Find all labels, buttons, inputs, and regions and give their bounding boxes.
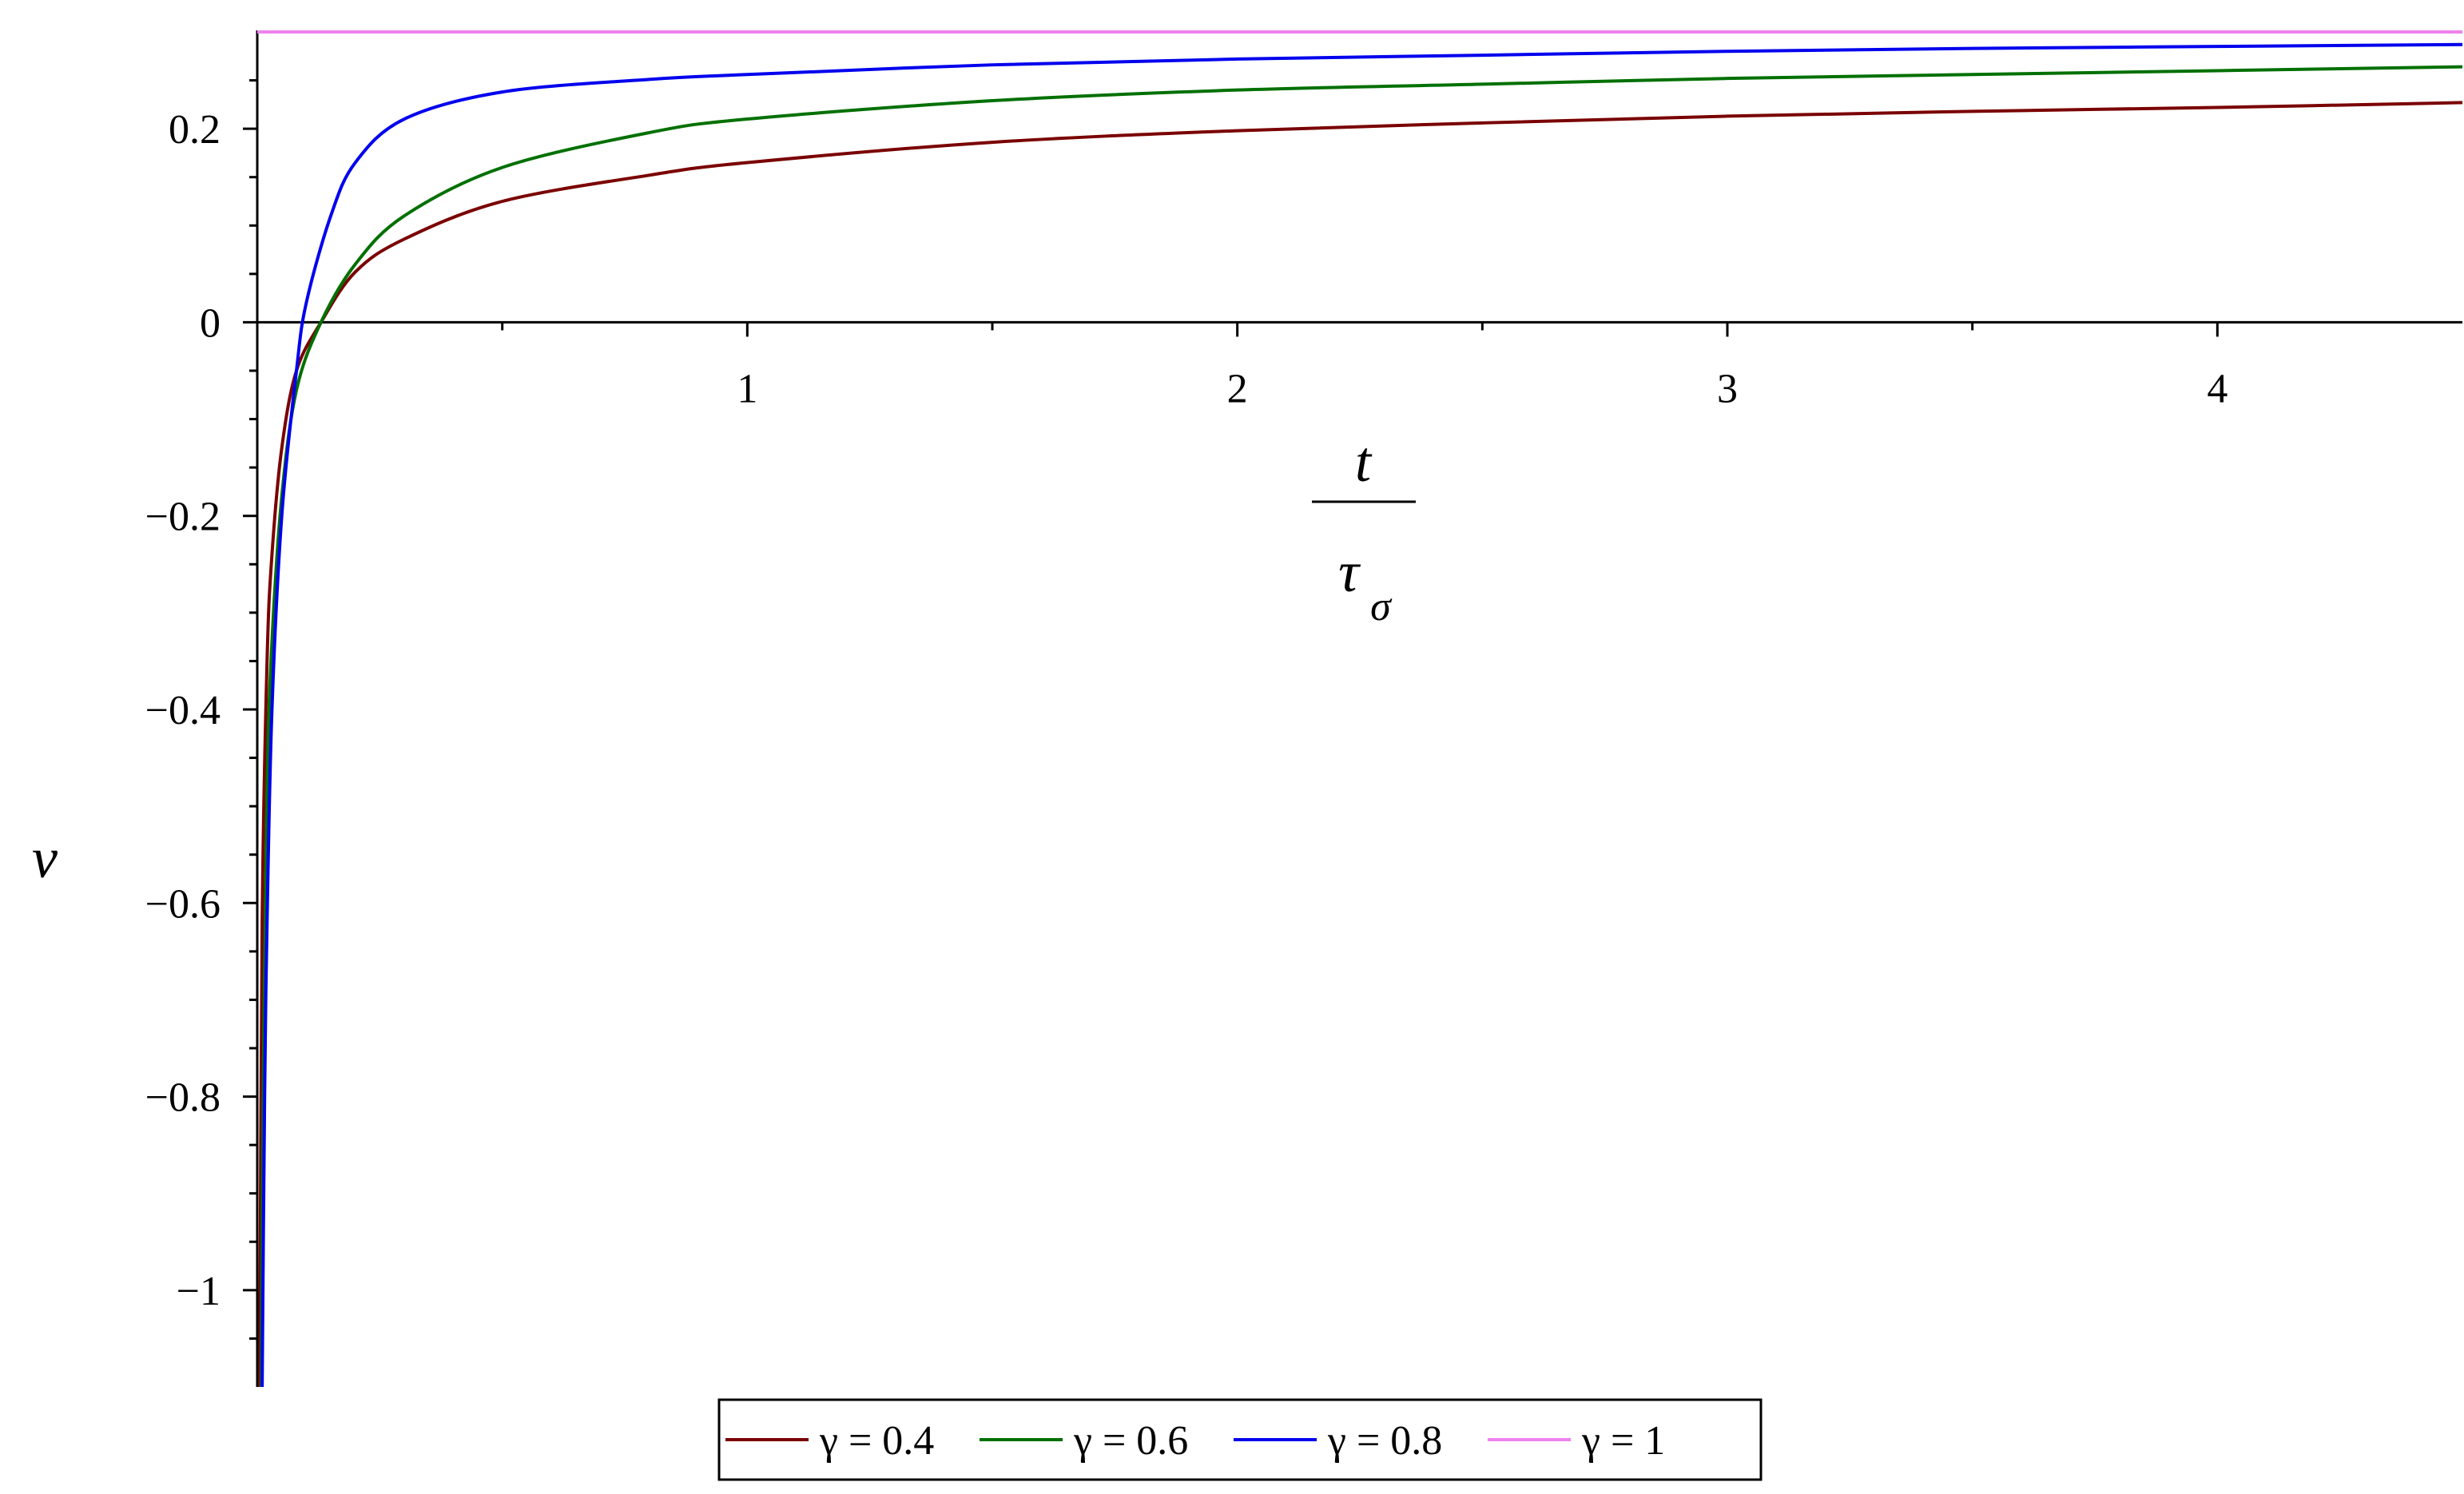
legend: γ = 0.4 γ = 0.6 γ = 0.8 γ = 1 [717,1398,1763,1481]
x-tick-label: 4 [2207,366,2228,411]
y-tick-label: −1 [177,1269,221,1314]
legend-label-0: γ = 0.4 [819,1418,934,1464]
legend-items: γ = 0.4 γ = 0.6 γ = 0.8 γ = 1 [725,1418,1665,1464]
x-tick-label: 2 [1227,366,1248,411]
series-line-2 [260,42,2463,1388]
y-tick-label: −0.2 [145,495,221,540]
y-tick-label: 0 [200,300,221,346]
x-axis-title-subscript: σ [1370,584,1393,630]
series-line-0 [258,101,2463,1388]
legend-label-3: γ = 1 [1581,1418,1665,1464]
series-line-1 [259,65,2463,1388]
legend-label-2: γ = 0.8 [1327,1418,1442,1464]
plot-area [256,30,2462,1387]
x-tick-label: 3 [1717,366,1738,411]
legend-label-1: γ = 0.6 [1073,1418,1188,1464]
y-axis-title: ν [32,826,58,890]
y-tick-label: 0.2 [169,107,221,153]
series-layer [257,30,2463,1388]
y-tick-label: −0.8 [145,1075,221,1121]
y-tick-label: −0.6 [145,881,221,927]
x-axis-title-denominator: τ [1338,540,1361,604]
x-axis-title-numerator: t [1355,430,1373,494]
y-tick-label: −0.4 [145,688,221,733]
ticks-layer: 1 2 3 4 0.2 0 −0.2 −0.4 −0.6 −0.8 −1 [145,79,2228,1340]
x-axis-title: t τ σ [1312,430,1416,630]
x-tick-label: 1 [737,366,757,411]
